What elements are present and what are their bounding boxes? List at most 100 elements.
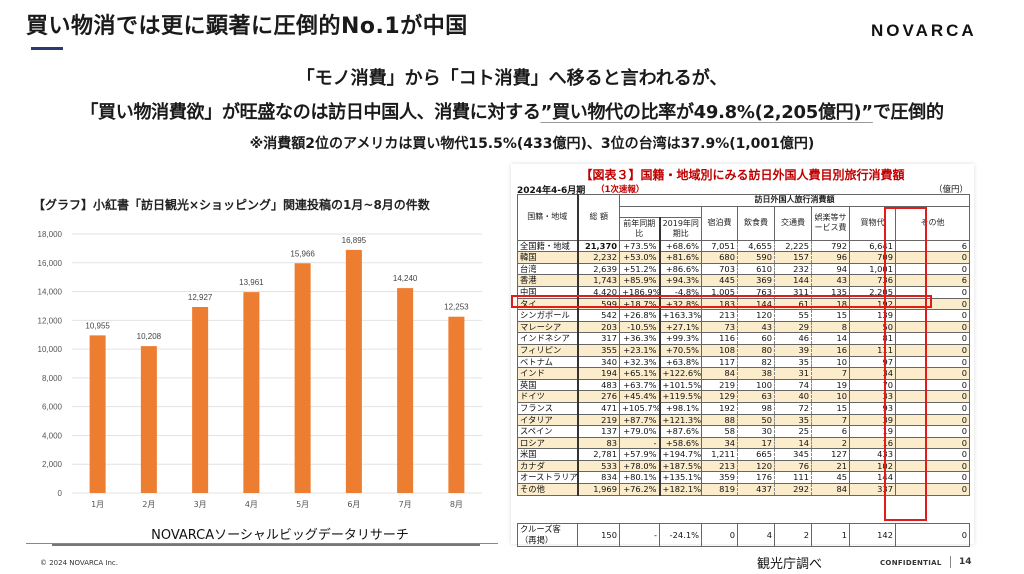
cell-total: 483	[576, 378, 620, 392]
data-label: 12,253	[444, 303, 469, 312]
cell-entertainment: 10	[811, 355, 850, 369]
cell-yoy: +65.1%	[619, 367, 660, 380]
cell-total: 137	[576, 425, 620, 438]
cell-entertainment: 6	[811, 425, 850, 438]
cell-vs2019: +99.3%	[658, 332, 702, 345]
cell-transport: 292	[774, 483, 812, 496]
cell-lodging: 213	[701, 459, 738, 473]
cell-total: 1,969	[576, 483, 620, 496]
cell-lodging: 117	[701, 355, 738, 369]
page-number: 14	[959, 557, 972, 567]
cell-yoy: +85.9%	[619, 274, 660, 287]
cell-name: 香港	[517, 274, 578, 287]
cell-name: フィリピン	[517, 343, 578, 357]
cell-lodging: 58	[701, 425, 738, 438]
cell-name: シンガポール	[517, 309, 578, 322]
cell-shopping: 33	[849, 390, 896, 403]
cruise-food: 4	[737, 523, 775, 547]
cell-food: 30	[737, 425, 775, 438]
cruise-entertainment: 1	[811, 523, 850, 547]
cell-food: 176	[737, 471, 775, 485]
cell-lodging: 819	[701, 483, 738, 496]
cell-entertainment: 15	[811, 401, 850, 415]
cell-transport: 40	[774, 390, 812, 403]
table-row: タイ 599 +18.7% +32.8% 183 144 61 18 192 0	[517, 297, 970, 311]
cell-food: 369	[737, 274, 775, 287]
table-row: その他 1,969 +76.2% +182.1% 819 437 292 84 337 0	[517, 483, 970, 496]
cell-vs2019: +32.8%	[658, 297, 702, 311]
x-tick-label: 8月	[450, 500, 463, 509]
cell-name: 中国	[517, 285, 578, 299]
cell-name: インドネシア	[517, 332, 578, 345]
cell-lodging: 680	[701, 251, 738, 264]
cell-transport: 31	[774, 367, 812, 380]
cell-yoy: +53.0%	[619, 251, 660, 264]
cell-other: 0	[895, 332, 970, 345]
cell-shopping: 97	[849, 355, 896, 369]
cell-yoy: +45.4%	[619, 390, 660, 403]
chart-source-underline	[52, 544, 480, 546]
table-row: フィリピン 355 +23.1% +70.5% 108 80 39 16 111 0	[517, 343, 970, 357]
header-total: 総 額	[576, 194, 620, 241]
header-entertainment: 娯楽等サービス費	[811, 205, 850, 241]
cell-vs2019: +68.6%	[658, 239, 702, 253]
data-label: 16,895	[342, 236, 367, 245]
cell-transport: 157	[774, 251, 812, 264]
cell-name: ベトナム	[517, 355, 578, 369]
cell-vs2019: +81.6%	[658, 251, 702, 264]
cell-food: 82	[737, 355, 775, 369]
cell-name: イタリア	[517, 413, 578, 427]
cell-shopping: 39	[849, 413, 896, 427]
bar-5月	[294, 263, 311, 493]
cell-transport: 35	[774, 355, 812, 369]
cell-lodging: 108	[701, 343, 738, 357]
cell-vs2019: +70.5%	[658, 343, 702, 357]
cell-name: ロシア	[517, 436, 578, 450]
header-spacer	[619, 205, 702, 218]
x-tick-label: 4月	[245, 500, 258, 509]
cell-yoy: +76.2%	[619, 483, 660, 496]
cell-other: 0	[895, 390, 970, 403]
cell-lodging: 73	[701, 320, 738, 334]
cell-entertainment: 135	[811, 285, 850, 299]
cell-yoy: +26.8%	[619, 309, 660, 322]
cell-food: 100	[737, 378, 775, 392]
cell-transport: 144	[774, 274, 812, 287]
slide-title: 買い物消では更に顕著に圧倒的No.1が中国	[26, 14, 468, 39]
bar-3月	[192, 306, 209, 493]
cell-total: 834	[576, 471, 620, 485]
cell-shopping: 19	[849, 425, 896, 438]
cell-yoy: +32.3%	[619, 355, 660, 369]
cell-entertainment: 94	[811, 262, 850, 276]
cell-entertainment: 18	[811, 297, 850, 311]
cell-entertainment: 45	[811, 471, 850, 485]
data-label: 15,966	[290, 249, 315, 258]
table-row: 全国籍・地域 21,370 +73.5% +68.6% 7,051 4,655 2,225 7…	[517, 239, 970, 253]
cell-transport: 39	[774, 343, 812, 357]
cell-shopping: 337	[849, 483, 896, 496]
cruise-vs2019: -24.1%	[659, 523, 702, 547]
cell-name: 全国籍・地域	[517, 239, 578, 253]
cell-transport: 74	[774, 378, 812, 392]
cell-shopping: 81	[849, 332, 896, 345]
cell-food: 60	[737, 332, 775, 345]
cell-vs2019: +163.3%	[658, 309, 702, 322]
cell-yoy: +186.9%	[619, 285, 660, 299]
cell-shopping: 70	[849, 378, 896, 392]
cell-transport: 76	[774, 459, 812, 473]
table-row: ドイツ 276 +45.4% +119.5% 129 63 40 10 33 0	[517, 390, 970, 403]
cell-transport: 55	[774, 309, 812, 322]
cell-entertainment: 19	[811, 378, 850, 392]
cell-vs2019: -4.8%	[658, 285, 702, 299]
cell-shopping: 192	[849, 297, 896, 311]
cell-name: 韓国	[517, 251, 578, 264]
cell-other: 0	[895, 401, 970, 415]
cell-vs2019: +121.3%	[658, 413, 702, 427]
cell-vs2019: +119.5%	[658, 390, 702, 403]
cell-food: 98	[737, 401, 775, 415]
cell-transport: 232	[774, 262, 812, 276]
cell-name: ドイツ	[517, 390, 578, 403]
cell-vs2019: +87.6%	[658, 425, 702, 438]
lead-note: ※消費額2位のアメリカは買い物代15.5%(433億円)、3位の台湾は37.9%…	[249, 136, 815, 152]
cell-total: 471	[576, 401, 620, 415]
